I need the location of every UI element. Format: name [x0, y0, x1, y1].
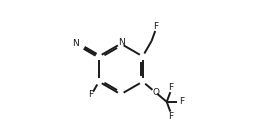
Text: F: F	[168, 112, 173, 121]
Text: F: F	[88, 90, 93, 99]
Text: O: O	[152, 88, 159, 97]
Text: F: F	[153, 22, 158, 31]
Text: F: F	[168, 83, 173, 92]
Text: N: N	[72, 39, 79, 48]
Text: N: N	[118, 38, 125, 47]
Text: F: F	[179, 97, 184, 106]
